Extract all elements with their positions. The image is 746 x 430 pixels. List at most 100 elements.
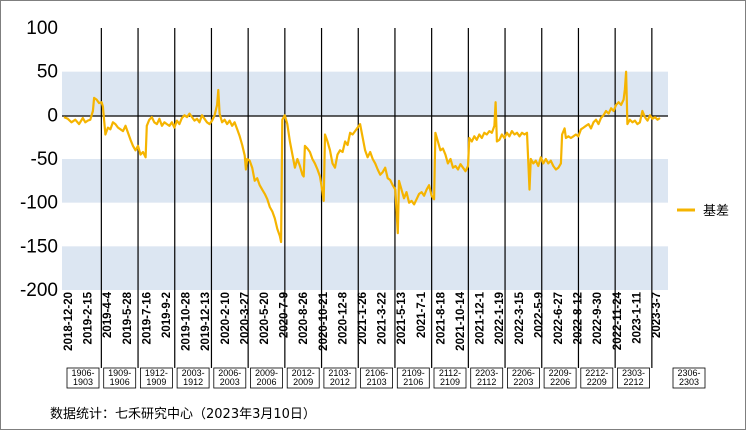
contract-box: 2303-2212 (617, 367, 650, 389)
x-tick-label: 2020-7-9 (279, 292, 291, 338)
contract-box: 2209-2206 (543, 367, 577, 389)
x-tick-label: 2022-6-27 (553, 292, 565, 344)
contract-label-bottom: 1912 (183, 377, 203, 387)
contract-label-top: 2306- (677, 368, 700, 378)
contract-label-bottom: 2006 (256, 377, 276, 387)
x-tick-label: 2022-5-9 (533, 292, 545, 338)
contract-label-bottom: 2003 (220, 377, 240, 387)
x-tick-label: 2020-12-8 (337, 291, 349, 344)
source-note: 数据统计：七禾研究中心（2023年3月10日） (50, 407, 316, 422)
x-tick-label: 2022-1-19 (494, 292, 506, 344)
contract-box: 1906-1903 (66, 367, 100, 389)
y-tick-label: 0 (47, 105, 58, 126)
x-tick-label: 2023-1-11 (631, 291, 643, 343)
y-tick-label: -150 (20, 236, 58, 257)
x-tick-label: 2022-8-12 (573, 292, 585, 344)
contract-box: 2203-2112 (470, 367, 504, 389)
contract-label-bottom: 2012 (330, 377, 350, 387)
x-tick-label: 2019-2-15 (83, 291, 95, 344)
x-tick-label: 2019-12-13 (200, 292, 212, 351)
contract-label-bottom: 2106 (403, 377, 423, 387)
contract-label-top: 2009- (255, 368, 278, 378)
contract-box: 2003-1912 (176, 367, 210, 389)
y-tick-label: -200 (20, 280, 58, 301)
x-tick-label: 2019-7-16 (141, 292, 153, 344)
contract-box: 2112-2109 (433, 367, 467, 389)
contract-label-bottom: 2212 (623, 377, 643, 387)
series-line-jicha (63, 70, 661, 244)
contract-label-bottom: 2206 (550, 377, 570, 387)
contract-label-bottom: 2209 (587, 377, 607, 387)
contract-label-boxes: 1906-19031909-19061912-19092003-19122006… (66, 367, 706, 389)
legend-label-jicha: 基差 (703, 204, 729, 219)
contract-label-bottom: 2009 (293, 377, 313, 387)
contract-box: 2012-2009 (286, 367, 320, 389)
contract-label-bottom: 1903 (73, 377, 93, 387)
x-tick-label: 2021-12-1 (475, 291, 487, 344)
contract-label-bottom: 2103 (367, 377, 387, 387)
x-tick-label: 2022-3-15 (514, 291, 526, 344)
x-axis-ticks: 2018-12-20 2019-2-15 2019-4-4 2019-5-28 2019… (63, 291, 663, 350)
contract-label-top: 1909- (108, 368, 131, 378)
grid-band-2 (62, 246, 668, 290)
x-tick-label: 2018-12-20 (63, 292, 75, 351)
x-tick-label: 2021-10-14 (455, 291, 467, 350)
series-layer (63, 70, 661, 244)
contract-label-top: 2003- (182, 368, 205, 378)
contract-label-top: 2303- (622, 368, 645, 378)
contract-label-bottom: 2109 (440, 377, 460, 387)
y-tick-label: -100 (20, 193, 58, 214)
x-tick-label: 2021-8-18 (435, 291, 447, 344)
y-tick-label: -50 (31, 149, 58, 170)
x-tick-label: 2020-5-20 (259, 292, 271, 344)
contract-label-bottom: 2303 (679, 377, 699, 387)
contract-box: 2306-2303 (672, 367, 706, 389)
contract-label-bottom: 2112 (477, 377, 496, 387)
contract-label-top: 2206- (512, 368, 535, 378)
contract-label-bottom: 1909 (146, 377, 166, 387)
grid-band-1 (62, 159, 668, 203)
contract-label-top: 1906- (71, 368, 94, 378)
x-tick-label: 2020-10-21 (318, 291, 330, 350)
contract-label-top: 2203- (475, 368, 498, 378)
contract-box: 2006-2003 (213, 367, 247, 389)
contract-box: 2212-2209 (580, 367, 614, 389)
grid-bands (62, 71, 668, 290)
contract-label-top: 1912- (145, 368, 168, 378)
contract-label-top: 2212- (585, 368, 608, 378)
x-tick-label: 2022-11-24 (612, 291, 624, 350)
x-tick-label: 2019-5-28 (122, 291, 134, 344)
y-axis-ticks: 100 50 0 -50 -100 -150 -200 (20, 18, 58, 301)
x-tick-label: 2021-1-26 (357, 292, 369, 344)
x-tick-label: 2019-4-4 (102, 291, 114, 338)
x-tick-label: 2019-10-28 (181, 291, 193, 350)
x-tick-label: 2021-3-22 (377, 292, 389, 344)
contract-roll-lines (100, 28, 653, 368)
legend: 基差 (677, 204, 729, 219)
contract-label-top: 2109- (402, 368, 425, 378)
contract-label-bottom: 1906 (110, 377, 130, 387)
y-tick-label: 100 (26, 18, 58, 39)
contract-box: 1909-1906 (103, 367, 137, 389)
contract-box: 2109-2106 (396, 367, 430, 389)
x-tick-label: 2021-7-1 (416, 291, 428, 338)
contract-label-top: 2106- (365, 368, 388, 378)
x-tick-label: 2020-3-27 (239, 292, 251, 344)
contract-label-top: 2209- (549, 368, 572, 378)
contract-box: 2206-2203 (506, 367, 540, 389)
x-tick-label: 2022-9-30 (592, 292, 604, 344)
x-tick-label: 2023-3-7 (651, 292, 663, 338)
x-tick-label: 2020-2-10 (220, 292, 232, 344)
contract-label-bottom: 2203 (513, 377, 533, 387)
contract-box: 2106-2103 (360, 367, 394, 389)
contract-label-top: 2006- (218, 368, 241, 378)
contract-label-top: 2103- (328, 368, 351, 378)
contract-label-top: 2112- (439, 368, 461, 378)
x-tick-label: 2019-9-2 (161, 292, 173, 338)
contract-label-top: 2012- (292, 368, 315, 378)
x-tick-label: 2020-8-26 (298, 292, 310, 344)
contract-box: 2103-2012 (323, 367, 357, 389)
contract-box: 1912-1909 (139, 367, 173, 389)
x-tick-label: 2021-5-13 (396, 292, 408, 344)
